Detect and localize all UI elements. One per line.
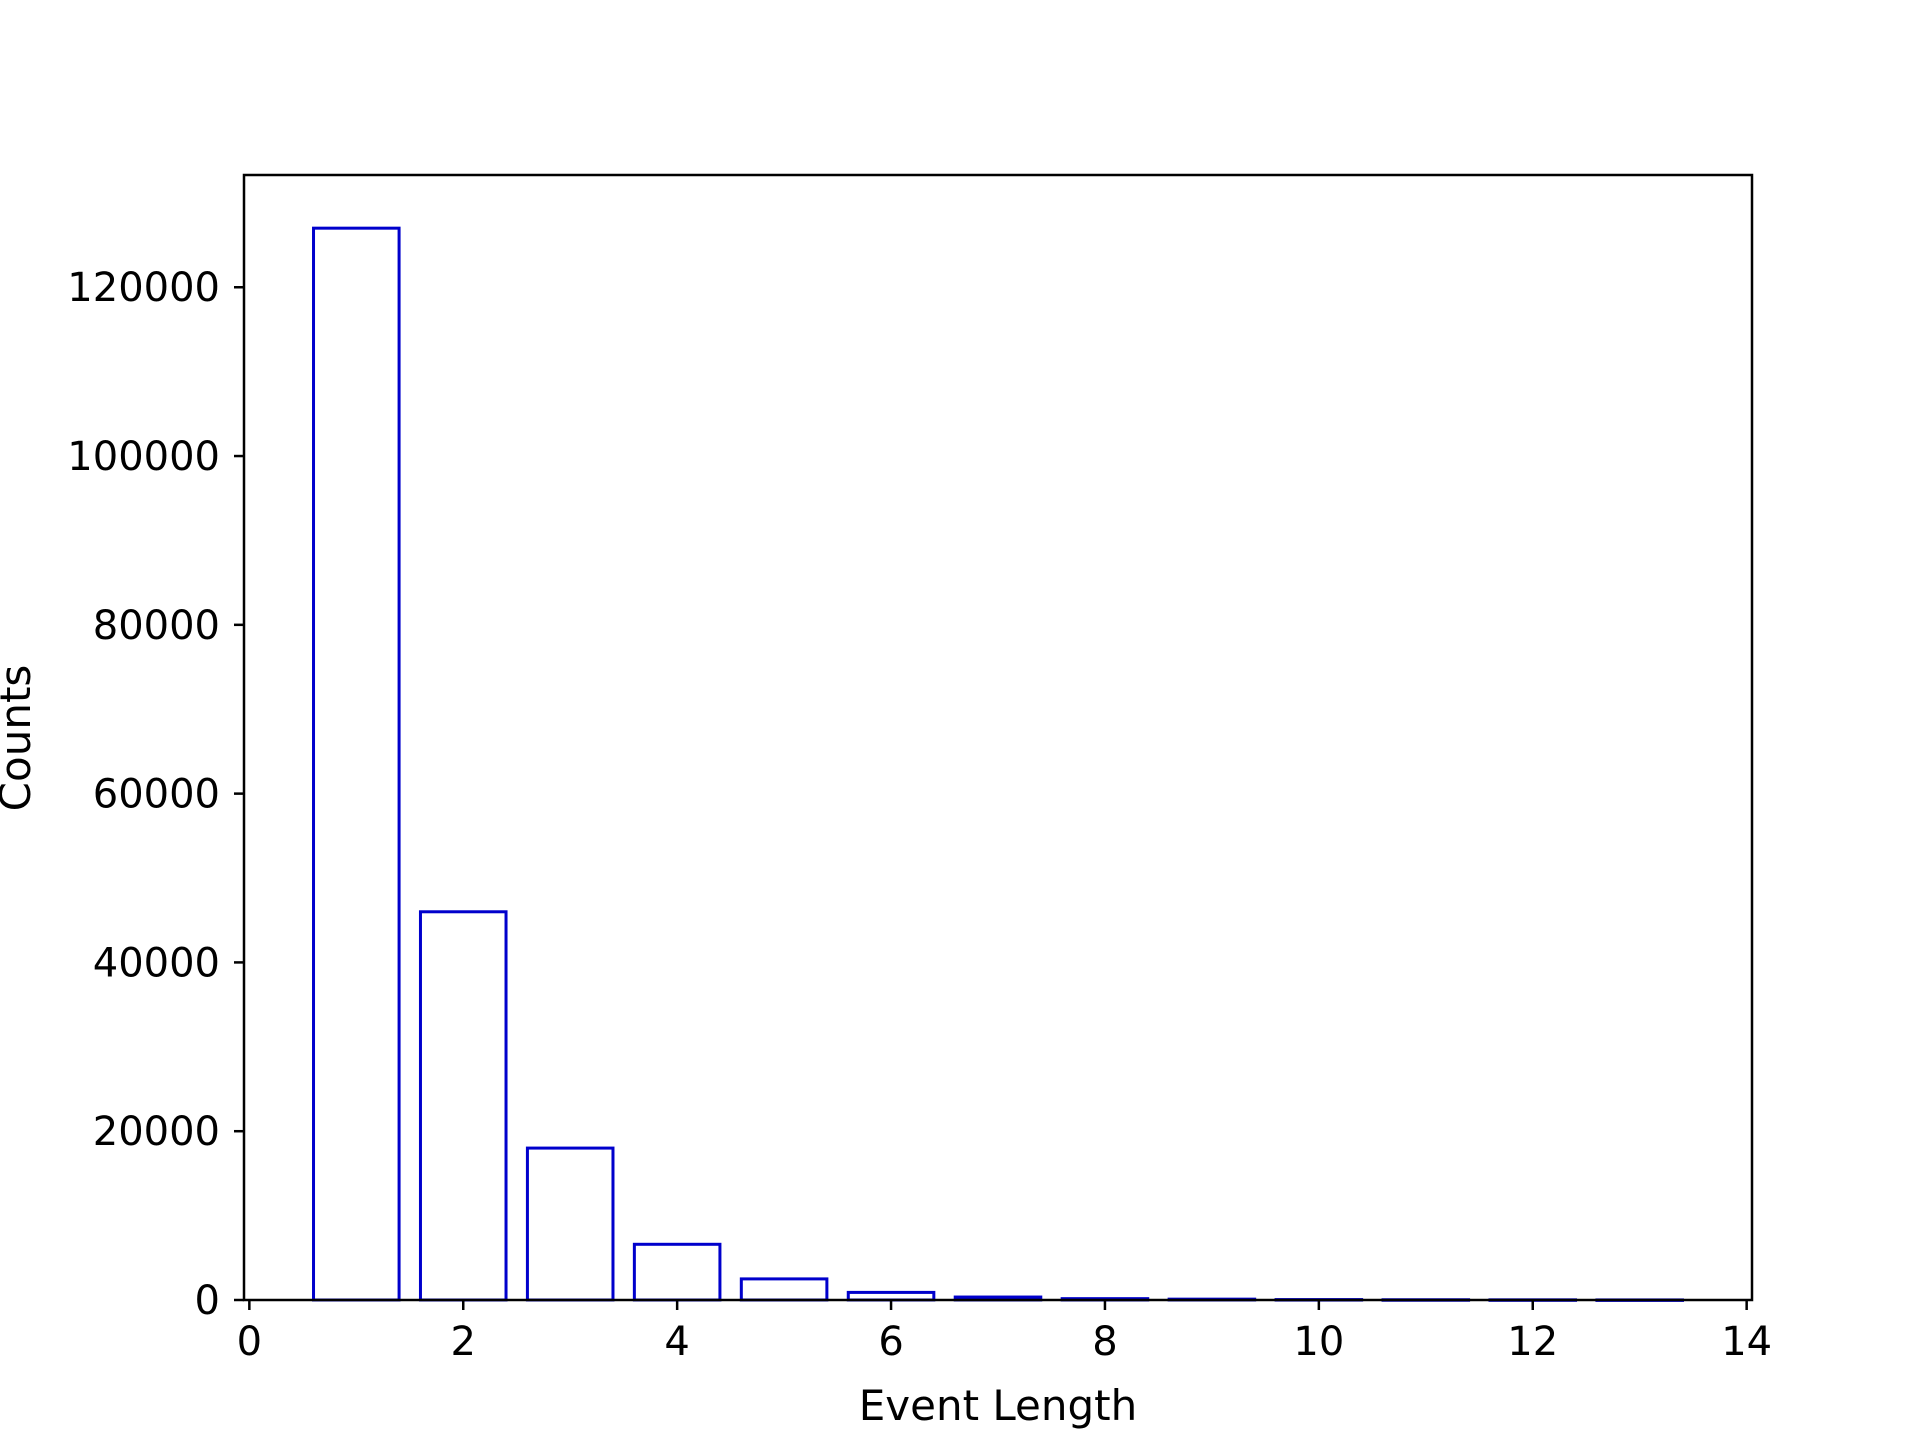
bar-4 — [632, 1242, 722, 1302]
bar-3 — [525, 1146, 615, 1302]
y-tick-label: 0 — [195, 1278, 220, 1324]
y-axis-ticks: 0 20000 40000 60000 80000 100000 120000 — [67, 265, 244, 1324]
x-axis-ticks: 0 2 4 6 8 10 12 14 — [237, 1300, 1772, 1365]
y-tick-label: 20000 — [93, 1109, 220, 1155]
y-tick-label: 120000 — [67, 265, 220, 311]
plot-area-frame — [242, 173, 1754, 1302]
bars-group — [312, 226, 1684, 1302]
y-tick-label: 40000 — [93, 940, 220, 986]
x-tick-label: 2 — [451, 1319, 476, 1365]
y-tick-label: 100000 — [67, 434, 220, 480]
x-tick-label: 6 — [878, 1319, 903, 1365]
bar-2 — [418, 910, 508, 1302]
x-tick-label: 4 — [664, 1319, 689, 1365]
y-tick-label: 80000 — [93, 603, 220, 649]
bar-1 — [312, 226, 401, 1302]
x-tick-label: 0 — [237, 1319, 262, 1365]
x-tick-label: 10 — [1293, 1319, 1344, 1365]
x-tick-label: 8 — [1092, 1319, 1117, 1365]
y-axis-label: Counts — [0, 665, 40, 812]
y-tick-label: 60000 — [93, 772, 220, 818]
bar-5 — [739, 1277, 829, 1302]
x-tick-label: 12 — [1507, 1319, 1558, 1365]
x-axis-label: Event Length — [859, 1381, 1138, 1430]
x-tick-label: 14 — [1721, 1319, 1772, 1365]
